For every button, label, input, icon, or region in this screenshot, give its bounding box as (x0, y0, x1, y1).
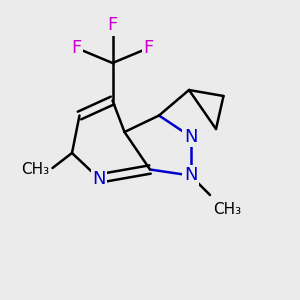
Text: N: N (184, 128, 197, 146)
Text: CH₃: CH₃ (21, 162, 50, 177)
Text: N: N (92, 169, 106, 188)
Text: F: F (71, 39, 82, 57)
Text: F: F (143, 39, 154, 57)
Text: F: F (107, 16, 118, 34)
Text: N: N (184, 167, 197, 184)
Text: CH₃: CH₃ (213, 202, 241, 217)
